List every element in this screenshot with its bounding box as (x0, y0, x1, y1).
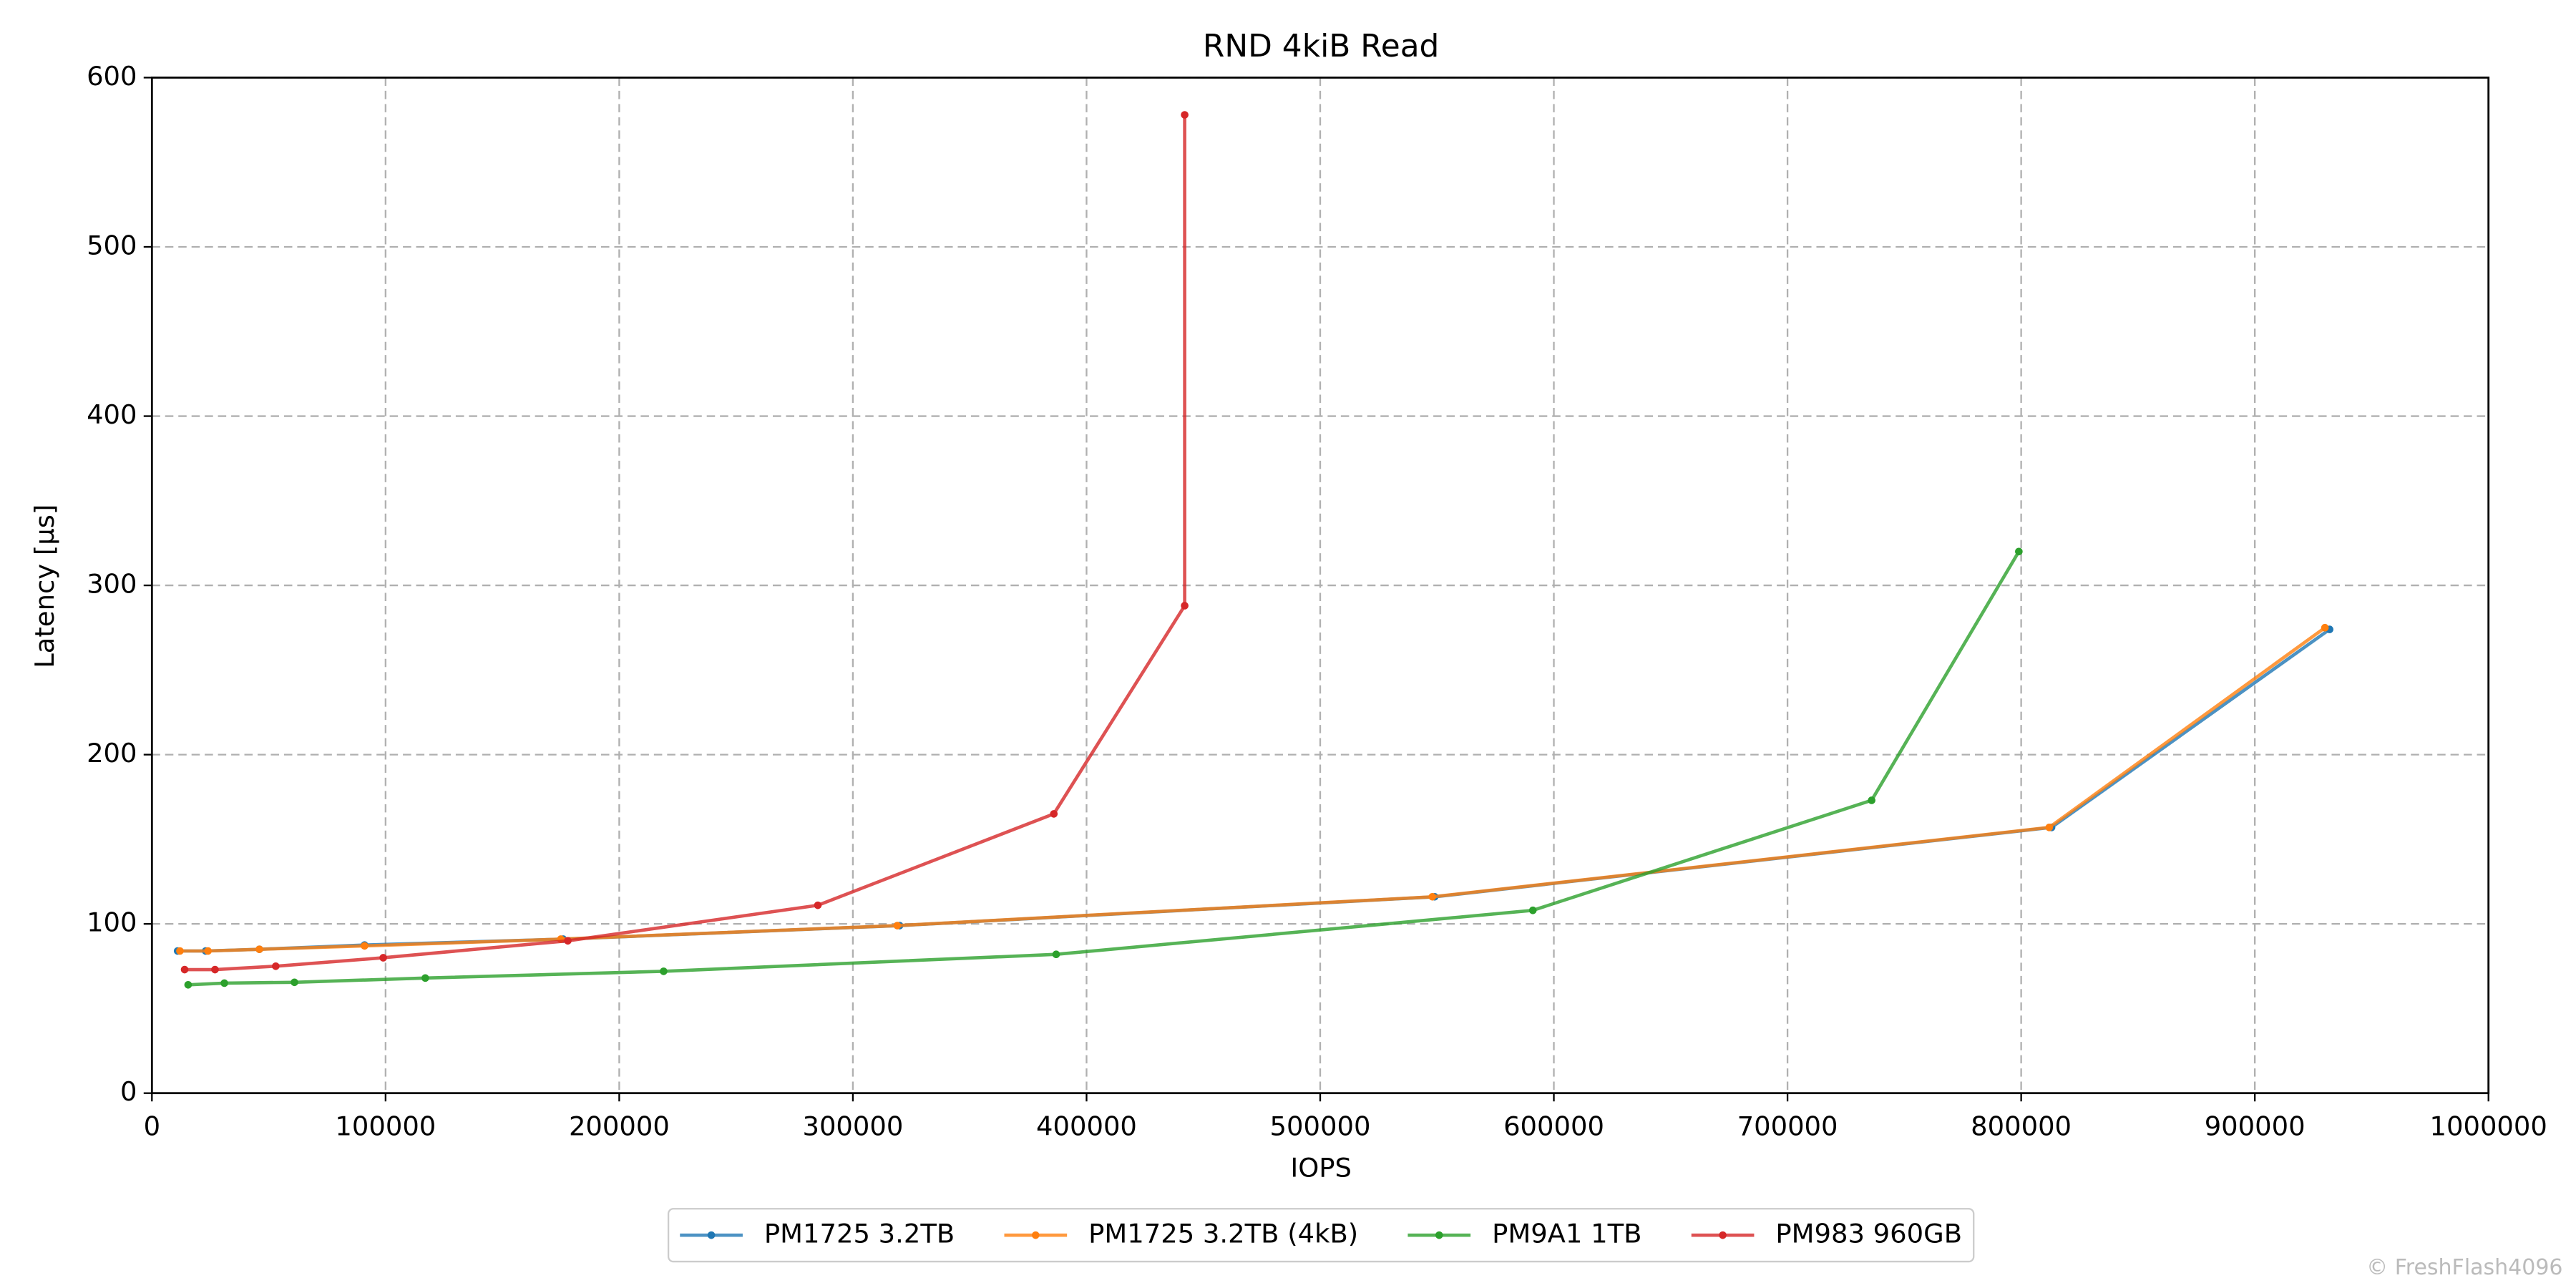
x-tick-label: 700000 (1737, 1111, 1838, 1142)
watermark: © FreshFlash4096 (2366, 1255, 2562, 1280)
data-point (2321, 623, 2329, 632)
data-point (421, 974, 429, 982)
x-tick-label: 800000 (1971, 1111, 2072, 1142)
x-axis-label: IOPS (1290, 1152, 1352, 1183)
data-point (1868, 796, 1875, 804)
data-point (2045, 824, 2054, 831)
x-tick-label: 300000 (802, 1111, 903, 1142)
chart-title: RND 4kiB Read (1203, 28, 1440, 64)
x-tick-label: 900000 (2205, 1111, 2306, 1142)
y-tick-label: 600 (87, 61, 137, 92)
y-tick-label: 300 (87, 569, 137, 600)
x-tick-label: 600000 (1503, 1111, 1604, 1142)
legend-marker (1719, 1231, 1727, 1239)
y-tick-label: 0 (120, 1076, 137, 1107)
y-tick-label: 400 (87, 399, 137, 430)
x-tick-label: 0 (144, 1111, 160, 1142)
x-tick-label: 200000 (569, 1111, 670, 1142)
legend-label: PM1725 3.2TB (4kB) (1088, 1219, 1358, 1249)
data-point (1052, 950, 1060, 959)
data-point (660, 967, 668, 975)
data-point (1181, 111, 1189, 119)
legend-box (667, 1208, 1975, 1263)
plot-frame (150, 77, 2490, 1095)
y-tick-label: 500 (87, 230, 137, 261)
y-tick-label: 200 (87, 738, 137, 769)
x-tick-label: 1000000 (2430, 1111, 2547, 1142)
x-tick-label: 500000 (1270, 1111, 1371, 1142)
data-point (211, 965, 219, 974)
legend-item: PM1725 3.2TB (680, 1219, 955, 1249)
legend-item: PM983 960GB (1691, 1219, 1962, 1249)
y-tick-label: 100 (87, 907, 137, 938)
legend-marker (1032, 1231, 1040, 1239)
legend-item: PM9A1 1TB (1407, 1219, 1642, 1249)
data-point (291, 978, 298, 987)
legend-label: PM9A1 1TB (1492, 1219, 1641, 1249)
data-point (255, 945, 263, 953)
data-point (2015, 547, 2023, 556)
y-axis-label: Latency [µs] (29, 504, 60, 668)
legend-marker (707, 1231, 716, 1239)
data-point (176, 947, 184, 955)
data-point (204, 947, 212, 955)
data-point (220, 979, 228, 987)
data-point (180, 965, 189, 974)
data-point (1181, 602, 1189, 610)
data-point (564, 937, 572, 945)
legend-marker (1435, 1231, 1443, 1239)
legend-label: PM1725 3.2TB (764, 1219, 955, 1249)
data-point (1050, 810, 1058, 818)
data-point (814, 901, 822, 909)
x-tick-label: 100000 (335, 1111, 436, 1142)
x-tick-label: 400000 (1036, 1111, 1137, 1142)
data-point (1428, 893, 1437, 901)
data-point (1528, 906, 1537, 914)
legend-item: PM1725 3.2TB (4kB) (1004, 1219, 1358, 1249)
data-point (893, 922, 902, 930)
legend-label: PM983 960GB (1775, 1219, 1962, 1249)
data-point (379, 954, 387, 962)
data-point (184, 981, 192, 989)
legend: PM1725 3.2TB PM1725 3.2TB (4kB) PM9A1 1TB P… (667, 1208, 1975, 1263)
data-point (272, 962, 280, 970)
data-point (361, 942, 369, 950)
